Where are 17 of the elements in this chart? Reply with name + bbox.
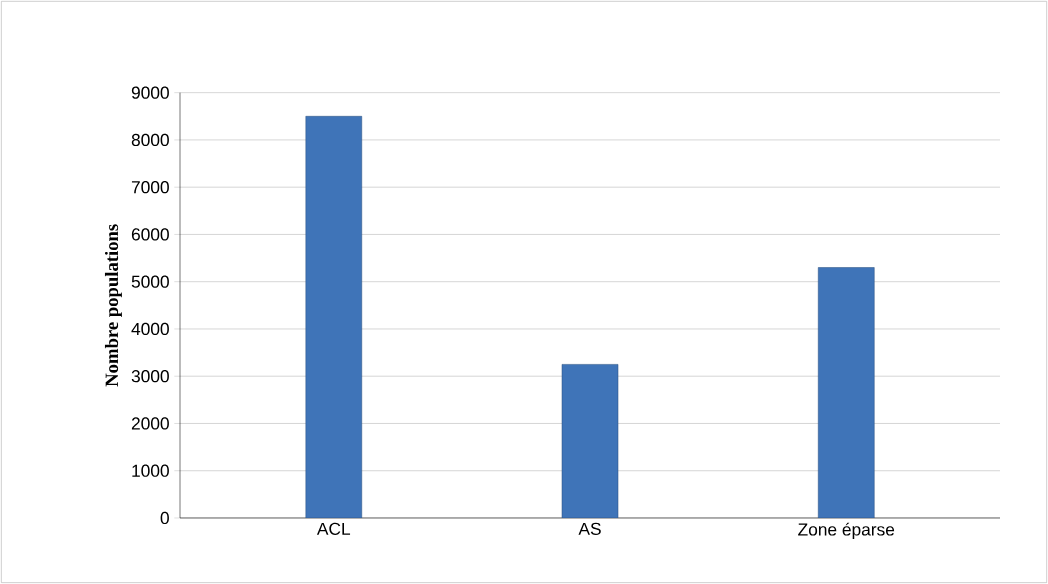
y-tick-label: 0 — [160, 511, 169, 525]
y-tick-label: 2000 — [131, 417, 169, 430]
bar — [305, 116, 363, 518]
y-tick-label: 8000 — [131, 133, 169, 147]
y-tick-label: 9000 — [131, 86, 169, 99]
y-tick-label: 3000 — [131, 370, 169, 383]
bar — [817, 267, 875, 518]
x-tick-label: ACL — [316, 522, 351, 535]
x-tick-label: AS — [578, 522, 601, 535]
y-tick-label: 5000 — [131, 275, 169, 288]
x-tick-label: Zone éparse — [798, 522, 895, 540]
y-tick-label: 4000 — [131, 322, 169, 336]
bar — [561, 364, 619, 518]
y-tick-label: 1000 — [132, 464, 169, 477]
y-tick-label: 6000 — [131, 228, 169, 241]
y-axis-title: Nombre populations — [104, 224, 122, 387]
y-tick-label: 7000 — [131, 181, 169, 194]
